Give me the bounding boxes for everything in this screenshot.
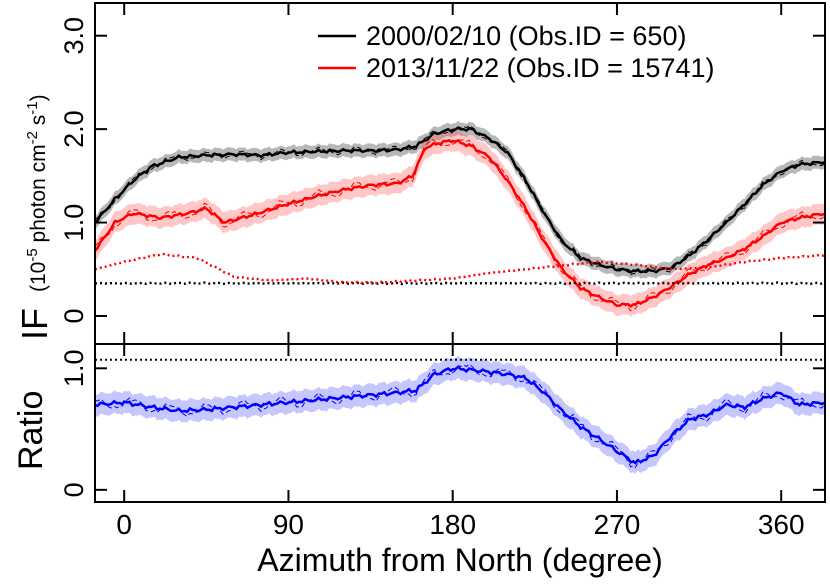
- bottom-line-series-0: [94, 365, 826, 465]
- top-ylabel-unit: (10-5 photon cm-2 s-1): [24, 94, 50, 292]
- top-ylabel-main: IF: [14, 308, 55, 340]
- x-axis-label: Azimuth from North (degree): [257, 542, 662, 578]
- bottom-ylabel: Ratio: [12, 391, 50, 470]
- top-dotted-series-3: [94, 252, 826, 285]
- legend-label-650: 2000/02/10 (Obs.ID = 650): [366, 21, 686, 51]
- top-dashed-series-1: [94, 139, 826, 312]
- top-ytick-label: 1.0: [59, 204, 89, 242]
- top-ytick-label: 0: [59, 308, 89, 323]
- x-tick-label: 0: [116, 509, 132, 540]
- bottom-band-0: [95, 355, 825, 474]
- x-tick-label: 360: [758, 509, 805, 540]
- top-ytick-label: 2.0: [59, 110, 89, 148]
- legend: 2000/02/10 (Obs.ID = 650) 2013/11/22 (Ob…: [318, 21, 714, 83]
- top-dashed-series-0: [94, 124, 826, 276]
- x-tick-label: 90: [273, 509, 304, 540]
- top-dotted-series-2: [94, 281, 826, 286]
- legend-label-15741: 2013/11/22 (Obs.ID = 15741): [366, 53, 714, 83]
- x-tick-label: 180: [429, 509, 476, 540]
- x-tick-label: 270: [594, 509, 641, 540]
- bottom-plot-frame: [94, 343, 826, 503]
- top-panel: 0 1.0 2.0 3.0 2000/02/10 (Obs.ID = 650) 201…: [14, 2, 826, 345]
- bottom-ytick-label: 1.0: [59, 350, 89, 388]
- top-band-1: [95, 130, 825, 317]
- top-ytick-label: 3.0: [59, 17, 89, 55]
- bottom-dashed-series-0: [94, 363, 826, 469]
- top-line-series-0: [94, 126, 826, 274]
- bottom-panel: 0 1.0 0 90 180 270 360 Ratio Azimuth from Nor…: [12, 343, 826, 578]
- bottom-ytick-label: 0: [59, 482, 89, 497]
